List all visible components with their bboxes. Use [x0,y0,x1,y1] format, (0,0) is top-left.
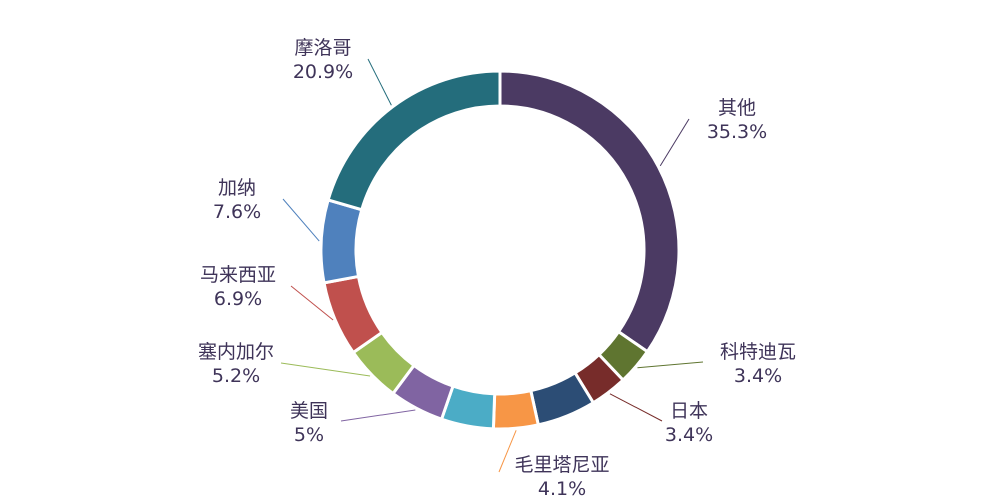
leader-line [367,58,392,106]
slice-name-label: 加纳 [218,177,256,199]
slice-value-label: 5% [294,424,324,446]
leader-line [340,409,416,422]
slice-value-label: 3.4% [734,365,782,387]
slice-name-label: 摩洛哥 [294,37,351,59]
slice-name-label: 马来西亚 [200,264,276,286]
leader-line [498,430,517,473]
slice-name-label: 美国 [290,400,328,422]
slice-name-label: 科特迪瓦 [720,341,796,363]
slice-name-label: 塞内加尔 [198,341,274,363]
slice-value-label: 3.4% [665,424,713,446]
slice-value-label: 6.9% [214,288,262,310]
slice-name-label: 日本 [670,400,708,422]
leader-line [282,198,320,242]
slice-name-label: 毛里塔尼亚 [514,454,609,476]
donut-slice [498,69,681,354]
slice-value-label: 5.2% [212,365,260,387]
donut-slice [319,198,364,285]
slice-name-label: 其他 [718,97,756,119]
donut-slice [491,388,541,431]
leader-line [290,285,334,321]
leader-lines [280,58,704,473]
slice-value-label: 4.1% [538,478,586,500]
slice-value-label: 7.6% [213,201,261,223]
leader-line [609,393,663,422]
slice-value-label: 35.3% [707,121,767,143]
donut-slices [319,69,681,431]
leader-line [280,362,371,377]
slice-labels: 其他35.3%科特迪瓦3.4%日本3.4%毛里塔尼亚4.1%美国5%塞内加尔5.… [198,37,796,500]
leader-line [659,118,690,167]
slice-value-label: 20.9% [293,61,353,83]
donut-slice [326,69,502,212]
leader-line [637,361,704,369]
